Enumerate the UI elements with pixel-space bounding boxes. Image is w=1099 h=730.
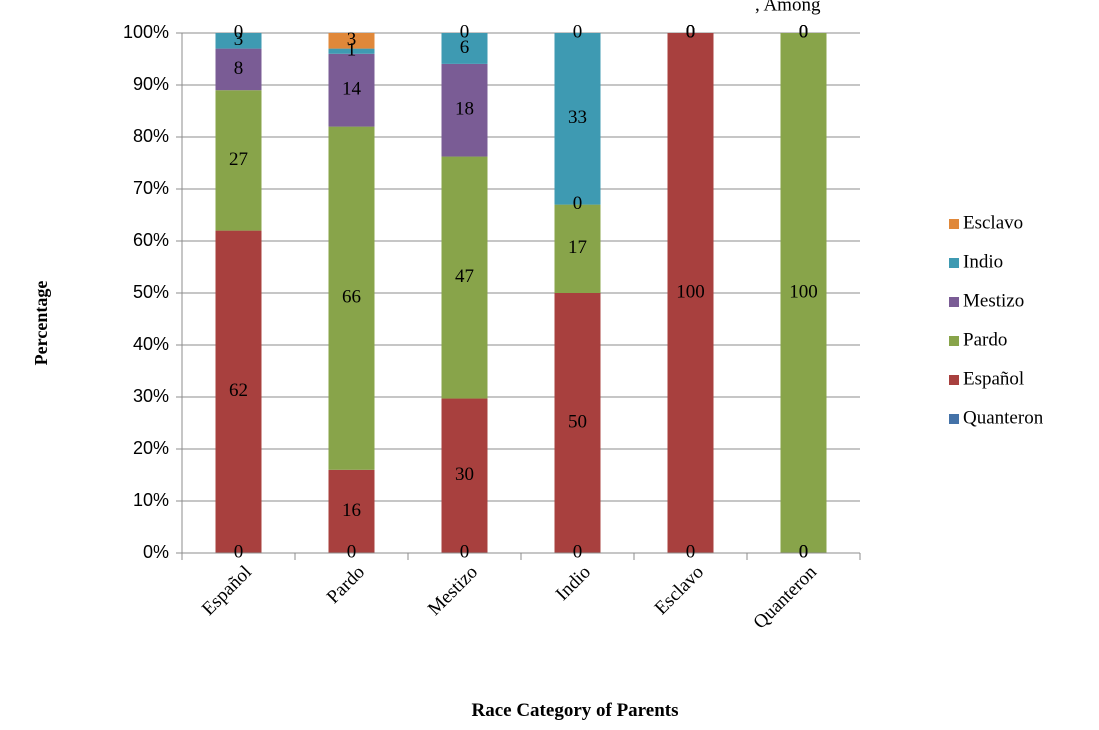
data-label: 62 (229, 380, 248, 401)
y-tick-label: 90% (133, 74, 169, 94)
data-label: 100 (676, 281, 705, 302)
data-label: 17 (568, 237, 587, 258)
x-tick-label: Esclavo (651, 562, 708, 619)
data-label: 0 (799, 541, 809, 562)
y-tick-label: 70% (133, 178, 169, 198)
data-label: 27 (229, 149, 248, 170)
legend-label: Pardo (963, 329, 1007, 350)
bar-segment (215, 48, 262, 91)
data-label: 3 (347, 29, 357, 50)
data-label: 30 (455, 464, 474, 485)
y-axis-label: Percentage (31, 281, 51, 366)
bar-segment (328, 53, 375, 127)
data-label: 0 (799, 21, 809, 42)
data-label: 0 (234, 21, 244, 42)
bar-segment (441, 33, 488, 64)
bar-segment (441, 398, 488, 553)
data-label: 16 (342, 500, 361, 521)
legend-swatch (949, 336, 959, 346)
legend-label: Indio (963, 251, 1003, 272)
bar-segment (554, 293, 601, 553)
data-label: 0 (799, 21, 809, 42)
data-label: 18 (455, 99, 474, 120)
chart-header-fragment: , Among (755, 0, 821, 15)
bar-segment (441, 63, 488, 157)
x-tick-label: Español (198, 562, 256, 620)
legend-swatch (949, 258, 959, 268)
data-label: 66 (342, 287, 361, 308)
data-label: 50 (568, 411, 587, 432)
legend-label: Quanteron (963, 407, 1044, 428)
bar-segment (215, 33, 262, 49)
data-label: 100 (789, 281, 818, 302)
data-label: 0 (686, 21, 696, 42)
bars (215, 33, 827, 553)
data-label: 0 (460, 541, 470, 562)
y-tick-label: 0% (143, 542, 169, 562)
legend-swatch (949, 375, 959, 385)
bar-segment (554, 33, 601, 205)
data-label: 14 (342, 79, 362, 100)
data-label: 0 (460, 21, 470, 42)
y-tick-label: 40% (133, 334, 169, 354)
data-label: 0 (799, 21, 809, 42)
bar-segment (328, 469, 375, 553)
legend-swatch (949, 414, 959, 424)
y-tick-label: 100% (123, 22, 169, 42)
legend-label: Esclavo (963, 212, 1023, 233)
bar-segment (215, 90, 262, 231)
y-tick-label: 80% (133, 126, 169, 146)
data-label: 0 (573, 21, 583, 42)
y-tick-label: 10% (133, 490, 169, 510)
x-axis-label: Race Category of Parents (472, 700, 679, 721)
bar-segment (328, 48, 375, 54)
data-label: 0 (686, 21, 696, 42)
legend-swatch (949, 297, 959, 307)
bar-segment (780, 33, 827, 553)
data-label: 6 (460, 37, 470, 58)
bar-segment (554, 204, 601, 293)
bar-segment (328, 126, 375, 470)
bar-segment (667, 33, 714, 553)
data-label: 0 (573, 541, 583, 562)
legend-label: Mestizo (963, 290, 1024, 311)
data-label: 0 (347, 541, 357, 562)
gridlines (176, 32, 860, 554)
data-label: 0 (686, 21, 696, 42)
data-label: 8 (234, 58, 244, 79)
data-label: 0 (686, 541, 696, 562)
x-tick-label: Indio (552, 562, 595, 605)
bar-segment (441, 156, 488, 399)
data-label: 1 (347, 40, 357, 61)
x-tick-label: Mestizo (424, 562, 482, 620)
data-label: 47 (455, 266, 474, 287)
data-label: 0 (573, 193, 583, 214)
y-tick-label: 30% (133, 386, 169, 406)
data-label: 33 (568, 107, 587, 128)
data-label: 0 (686, 21, 696, 42)
y-tick-label: 60% (133, 230, 169, 250)
data-label: 3 (234, 29, 244, 50)
y-tick-label: 20% (133, 438, 169, 458)
data-label: 0 (234, 541, 244, 562)
bar-segment (215, 230, 262, 553)
data-labels: 0622783001666141303047186005017033001000… (229, 21, 818, 562)
data-label: 0 (799, 541, 809, 562)
legend-label: Español (963, 368, 1024, 389)
bar-segment (328, 33, 375, 49)
legend: Esclavo Indio Mestizo Pardo Español Quanteron (949, 212, 1044, 428)
x-tick-label: Quanteron (749, 561, 821, 633)
y-tick-label: 50% (133, 282, 169, 302)
legend-swatch (949, 219, 959, 229)
x-tick-label: Pardo (323, 562, 369, 608)
